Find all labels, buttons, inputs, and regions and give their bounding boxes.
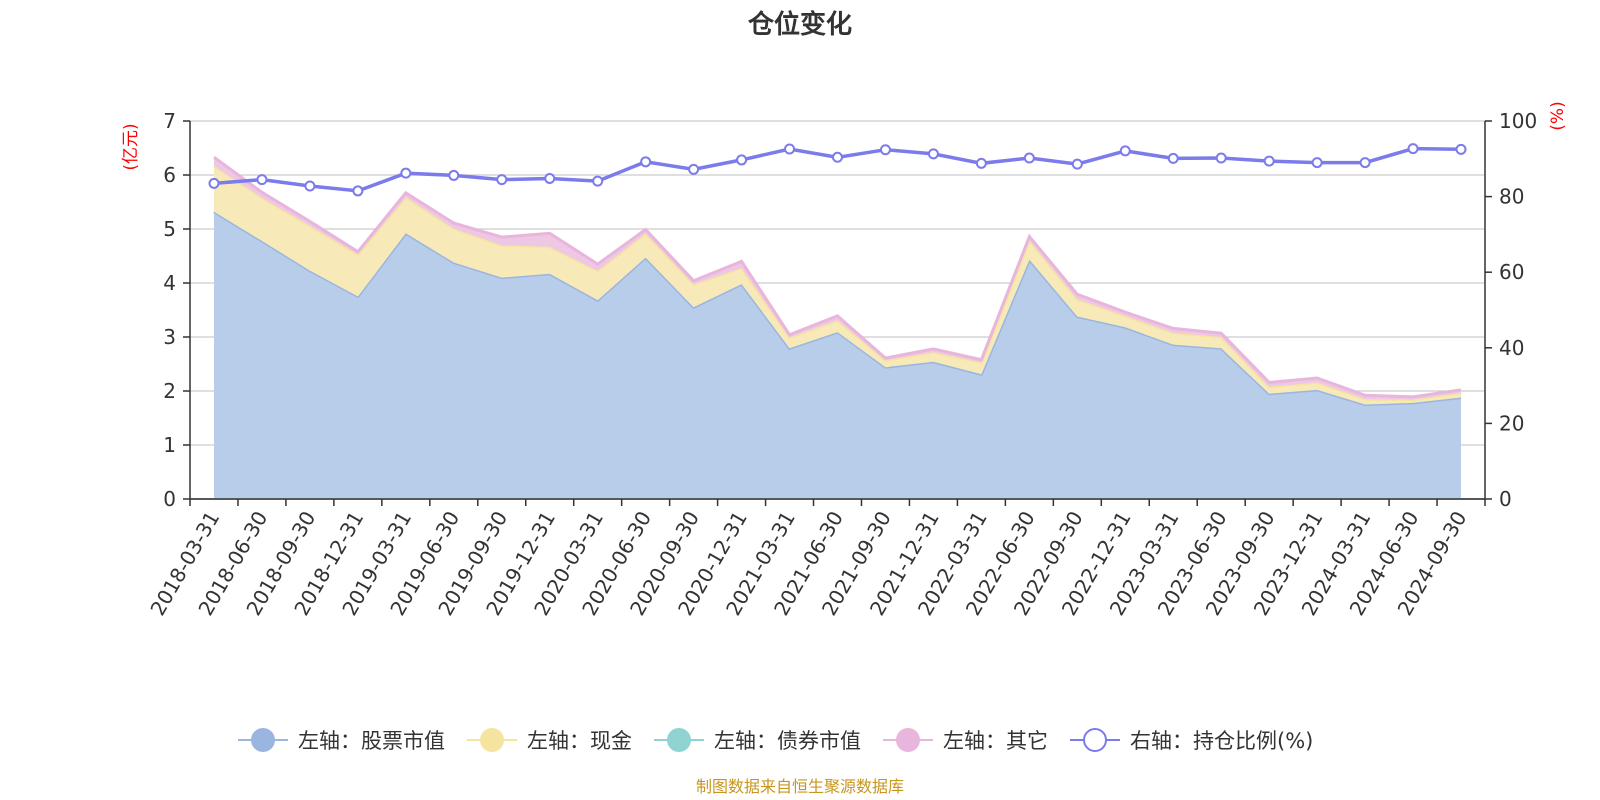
ratio-point[interactable] xyxy=(256,174,268,186)
ratio-point[interactable] xyxy=(1455,143,1467,155)
left-axis-tick-label: 3 xyxy=(163,325,176,349)
ratio-point[interactable] xyxy=(1023,152,1035,164)
legend-item-0[interactable]: 左轴：股票市值 xyxy=(238,728,445,753)
ratio-point[interactable] xyxy=(688,163,700,175)
chart-title: 仓位变化 xyxy=(747,9,852,40)
left-axis-tick-label: 2 xyxy=(163,379,176,403)
right-axis-tick-label: 80 xyxy=(1499,185,1524,209)
legend-label: 左轴：债券市值 xyxy=(714,729,861,753)
data-source-note: 制图数据来自恒生聚源数据库 xyxy=(696,777,904,796)
ratio-point[interactable] xyxy=(592,175,604,187)
legend-circle-icon xyxy=(251,728,275,752)
ratio-line xyxy=(208,143,1467,197)
ratio-point[interactable] xyxy=(304,180,316,192)
ratio-point[interactable] xyxy=(1359,157,1371,169)
left-axis-tick-label: 6 xyxy=(163,163,176,187)
ratio-point[interactable] xyxy=(1263,155,1275,167)
ratio-point[interactable] xyxy=(496,174,508,186)
ratio-point[interactable] xyxy=(352,185,364,197)
left-axis-unit: (亿元) xyxy=(121,123,141,170)
right-axis-unit: (%) xyxy=(1548,101,1568,130)
legend-item-1[interactable]: 左轴：现金 xyxy=(467,728,632,753)
ratio-point[interactable] xyxy=(927,148,939,160)
ratio-point[interactable] xyxy=(208,177,220,189)
right-axis-tick-label: 60 xyxy=(1499,260,1524,284)
area-series-0 xyxy=(214,211,1461,499)
right-axis-tick-label: 20 xyxy=(1499,411,1524,435)
left-axis-tick-label: 4 xyxy=(163,271,176,295)
ratio-point[interactable] xyxy=(1215,152,1227,164)
left-axis-tick-label: 0 xyxy=(163,487,176,511)
ratio-point[interactable] xyxy=(544,172,556,184)
legend-circle-icon xyxy=(667,728,691,752)
legend-item-3[interactable]: 左轴：其它 xyxy=(883,728,1048,753)
ratio-point[interactable] xyxy=(1071,158,1083,170)
ratio-point[interactable] xyxy=(1311,157,1323,169)
right-axis-tick-label: 0 xyxy=(1499,487,1512,511)
ratio-point[interactable] xyxy=(1407,143,1419,155)
stacked-areas xyxy=(213,155,1462,499)
ratio-point[interactable] xyxy=(736,154,748,166)
ratio-point[interactable] xyxy=(975,157,987,169)
legend-item-4[interactable]: 右轴：持仓比例(%) xyxy=(1070,728,1313,753)
legend[interactable]: 左轴：股票市值 左轴：现金 左轴：债券市值 左轴：其它 右轴：持仓比例(%) xyxy=(238,728,1313,753)
legend-item-2[interactable]: 左轴：债券市值 xyxy=(654,728,861,753)
ratio-point[interactable] xyxy=(879,144,891,156)
left-axis-tick-label: 5 xyxy=(163,217,176,241)
legend-label: 右轴：持仓比例(%) xyxy=(1130,729,1313,753)
left-axis-tick-label: 1 xyxy=(163,433,176,457)
ratio-point[interactable] xyxy=(448,169,460,181)
ratio-point[interactable] xyxy=(1119,145,1131,157)
left-axis-tick-label: 7 xyxy=(163,109,176,133)
area-edge-series-3 xyxy=(213,155,1462,399)
legend-label: 左轴：其它 xyxy=(943,729,1048,753)
legend-label: 左轴：股票市值 xyxy=(298,729,445,753)
legend-hollow-circle-icon xyxy=(1083,728,1107,752)
legend-circle-icon xyxy=(896,728,920,752)
ratio-point[interactable] xyxy=(400,167,412,179)
ratio-point[interactable] xyxy=(640,156,652,168)
ratio-point[interactable] xyxy=(784,143,796,155)
right-axis-tick-label: 100 xyxy=(1499,109,1537,133)
legend-label: 左轴：现金 xyxy=(527,729,632,753)
ratio-point[interactable] xyxy=(1167,152,1179,164)
right-axis-tick-label: 40 xyxy=(1499,336,1524,360)
legend-circle-icon xyxy=(480,728,504,752)
ratio-point[interactable] xyxy=(832,151,843,163)
